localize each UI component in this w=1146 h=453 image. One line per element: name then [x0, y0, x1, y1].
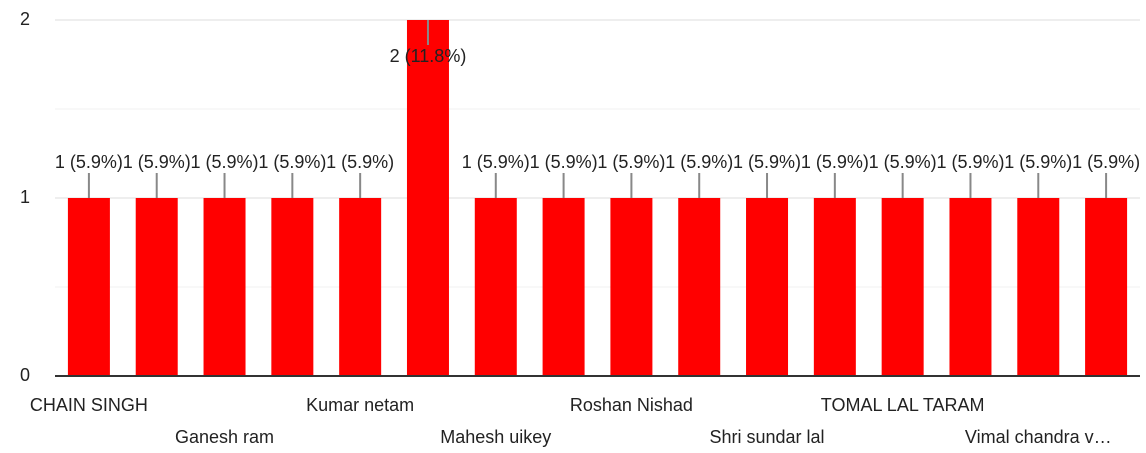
x-tick-label: Roshan Nishad: [570, 395, 693, 415]
bar: [949, 198, 992, 376]
bar: [610, 198, 653, 376]
bar: [203, 198, 246, 376]
bar: [1085, 198, 1128, 376]
x-tick-label: Vimal chandra v…: [965, 427, 1112, 447]
bar: [678, 198, 721, 376]
x-tick-label: CHAIN SINGH: [30, 395, 148, 415]
value-label: 1 (5.9%): [258, 152, 326, 172]
bar: [881, 198, 924, 376]
bar: [542, 198, 585, 376]
value-label: 1 (5.9%): [1072, 152, 1140, 172]
value-label: 1 (5.9%): [326, 152, 394, 172]
value-label: 1 (5.9%): [733, 152, 801, 172]
value-label: 1 (5.9%): [597, 152, 665, 172]
value-label: 1 (5.9%): [530, 152, 598, 172]
x-tick-label: Mahesh uikey: [440, 427, 551, 447]
bar: [813, 198, 856, 376]
bar: [339, 198, 382, 376]
value-label: 1 (5.9%): [462, 152, 530, 172]
value-label: 1 (5.9%): [665, 152, 733, 172]
bar: [746, 198, 789, 376]
x-tick-label: Ganesh ram: [175, 427, 274, 447]
bar: [271, 198, 314, 376]
bar: [406, 20, 449, 376]
y-tick-label: 0: [20, 365, 30, 385]
bar: [474, 198, 517, 376]
bar: [1017, 198, 1060, 376]
y-tick-label: 1: [20, 187, 30, 207]
bar: [67, 198, 110, 376]
value-label: 1 (5.9%): [869, 152, 937, 172]
value-label: 2 (11.8%): [390, 46, 467, 66]
value-label: 1 (5.9%): [801, 152, 869, 172]
y-tick-label: 2: [20, 9, 30, 29]
value-label: 1 (5.9%): [936, 152, 1004, 172]
value-label: 1 (5.9%): [55, 152, 123, 172]
value-label: 1 (5.9%): [123, 152, 191, 172]
x-tick-label: Shri sundar lal: [710, 427, 825, 447]
x-tick-label: Kumar netam: [306, 395, 414, 415]
value-label: 1 (5.9%): [191, 152, 259, 172]
x-tick-label: TOMAL LAL TARAM: [821, 395, 985, 415]
bar: [135, 198, 178, 376]
value-label: 1 (5.9%): [1004, 152, 1072, 172]
